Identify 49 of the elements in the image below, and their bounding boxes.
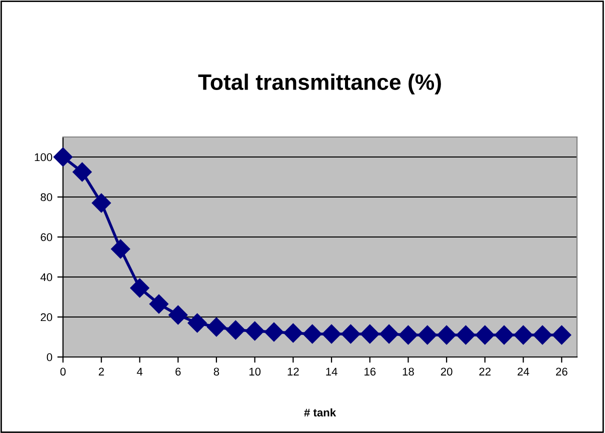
- x-tick-label: 4: [136, 368, 142, 376]
- y-tick-label: 80: [40, 193, 52, 202]
- x-tick-label: 6: [176, 368, 181, 376]
- point: [532, 325, 552, 345]
- point: [245, 321, 264, 341]
- x-tick-label: 26: [556, 368, 568, 376]
- point: [437, 325, 456, 345]
- point: [302, 324, 322, 344]
- y-tick-label: 0: [46, 353, 52, 362]
- x-tick-label: 20: [440, 368, 452, 376]
- y-tick-label: 60: [40, 233, 52, 242]
- point: [264, 322, 284, 342]
- point: [188, 313, 207, 333]
- point: [398, 325, 418, 345]
- point: [168, 305, 188, 325]
- x-tick-label: 0: [60, 368, 66, 376]
- y-tick-label: 20: [40, 313, 52, 322]
- point: [360, 324, 380, 344]
- x-tick-label: 16: [364, 368, 376, 376]
- point: [418, 325, 437, 345]
- y-tick-label: 100: [34, 153, 52, 162]
- point: [552, 325, 572, 345]
- point: [92, 193, 111, 213]
- point: [456, 325, 476, 345]
- point: [475, 325, 494, 345]
- x-tick-label: 24: [518, 368, 530, 376]
- point: [494, 325, 514, 345]
- point: [111, 239, 130, 259]
- point: [380, 324, 399, 344]
- point: [53, 147, 73, 167]
- x-tick-label: 18: [402, 368, 414, 376]
- point: [206, 317, 226, 337]
- x-tick-label: 14: [326, 368, 338, 376]
- x-tick-label: 8: [214, 368, 220, 376]
- x-tick-label: 12: [288, 368, 299, 376]
- point: [341, 324, 360, 344]
- x-axis-title: # tank: [304, 408, 336, 416]
- point: [322, 324, 342, 344]
- x-tick-label: 10: [249, 368, 261, 376]
- x-tick-label: 22: [479, 368, 491, 376]
- chart-title: Total transmittance (%): [198, 74, 441, 94]
- point: [226, 320, 246, 340]
- point: [514, 325, 533, 345]
- point: [284, 323, 303, 343]
- y-tick-label: 40: [40, 273, 52, 282]
- point: [149, 294, 168, 314]
- x-tick-label: 2: [98, 368, 104, 376]
- point: [130, 278, 150, 298]
- point: [72, 162, 92, 182]
